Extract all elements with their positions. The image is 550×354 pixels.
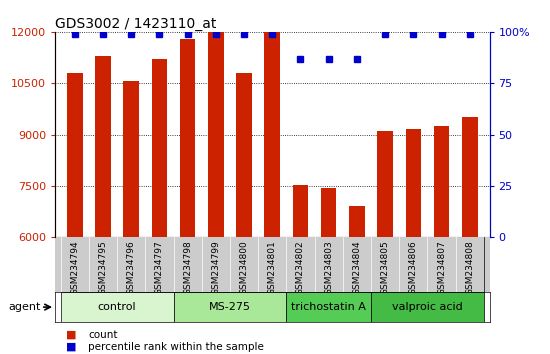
Text: MS-275: MS-275 — [209, 302, 251, 312]
Text: GDS3002 / 1423110_at: GDS3002 / 1423110_at — [55, 17, 216, 31]
Text: GSM234795: GSM234795 — [98, 240, 107, 295]
Text: count: count — [88, 330, 118, 339]
Bar — [60, 292, 173, 322]
Bar — [236, 73, 252, 354]
Bar — [405, 130, 421, 354]
Text: GSM234797: GSM234797 — [155, 240, 164, 295]
Text: GSM234802: GSM234802 — [296, 240, 305, 295]
Text: GSM234799: GSM234799 — [211, 240, 221, 295]
Text: GSM234803: GSM234803 — [324, 240, 333, 295]
Bar — [287, 292, 371, 322]
Bar — [371, 292, 484, 322]
Text: GSM234801: GSM234801 — [268, 240, 277, 295]
Bar — [95, 56, 111, 354]
Bar — [152, 59, 167, 354]
Bar — [67, 73, 82, 354]
Text: agent: agent — [8, 302, 41, 312]
Bar — [208, 32, 224, 354]
Text: GSM234804: GSM234804 — [353, 240, 361, 295]
Bar — [123, 81, 139, 354]
Text: GSM234794: GSM234794 — [70, 240, 79, 295]
Text: GSM234800: GSM234800 — [240, 240, 249, 295]
Bar — [293, 185, 308, 354]
Bar — [321, 188, 337, 354]
Bar — [434, 126, 449, 354]
Bar — [180, 39, 195, 354]
Text: control: control — [98, 302, 136, 312]
Bar — [377, 131, 393, 354]
Text: GSM234805: GSM234805 — [381, 240, 389, 295]
Text: ■: ■ — [66, 330, 76, 339]
Bar — [462, 118, 477, 354]
Text: ■: ■ — [66, 342, 76, 352]
Text: trichostatin A: trichostatin A — [292, 302, 366, 312]
Text: percentile rank within the sample: percentile rank within the sample — [88, 342, 264, 352]
Text: GSM234806: GSM234806 — [409, 240, 418, 295]
Text: GSM234798: GSM234798 — [183, 240, 192, 295]
Bar — [349, 206, 365, 354]
Text: GSM234807: GSM234807 — [437, 240, 446, 295]
Text: GSM234808: GSM234808 — [465, 240, 474, 295]
Text: valproic acid: valproic acid — [392, 302, 463, 312]
Text: GSM234796: GSM234796 — [126, 240, 136, 295]
Bar — [265, 32, 280, 354]
Bar — [173, 292, 287, 322]
